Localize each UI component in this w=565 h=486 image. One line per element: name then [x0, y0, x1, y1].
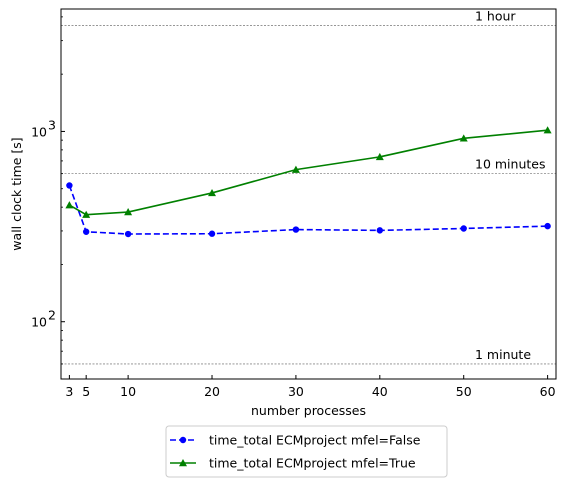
- data-point: [544, 222, 551, 230]
- reference-label: 1 hour: [475, 9, 516, 24]
- x-tick-label: 5: [82, 384, 90, 399]
- data-point: [460, 225, 467, 232]
- series-2: [65, 126, 552, 218]
- x-tick-label: 20: [204, 384, 220, 399]
- x-tick-label: 50: [456, 384, 472, 399]
- x-tick-label: 10: [120, 384, 136, 399]
- y-tick-label-exponent: 3: [48, 117, 56, 132]
- reference-lines: 1 hour 10 minutes 1 minute: [61, 9, 556, 365]
- x-tick-label: 40: [372, 384, 388, 399]
- series-layer: [65, 126, 552, 238]
- y-tick-label-base: 10: [31, 315, 47, 330]
- legend-entry: time_total ECMproject mfel=True: [170, 456, 416, 471]
- legend-marker: [179, 459, 187, 467]
- data-point: [66, 182, 73, 189]
- data-point: [459, 134, 468, 142]
- legend-marker: [179, 436, 187, 444]
- legend-label: time_total ECMproject mfel=True: [209, 456, 416, 471]
- data-point: [543, 126, 552, 134]
- data-point: [375, 152, 384, 161]
- reference-label: 10 minutes: [475, 157, 545, 172]
- data-point: [292, 226, 300, 233]
- series-line: [68, 185, 548, 235]
- data-point: [65, 201, 74, 209]
- series-line: [68, 129, 548, 216]
- series-1: [66, 182, 551, 238]
- data-point: [208, 230, 216, 237]
- legend: time_total ECMproject mfel=False time_tot…: [165, 425, 448, 478]
- x-tick-label: 60: [540, 384, 556, 399]
- data-point: [82, 228, 90, 235]
- y-axis-label: wall clock time [s]: [9, 137, 24, 250]
- x-tick-label: 30: [288, 384, 304, 399]
- data-point: [124, 208, 133, 216]
- data-point: [82, 210, 91, 218]
- data-point: [208, 188, 217, 197]
- data-point: [124, 230, 132, 238]
- data-point: [291, 165, 300, 173]
- legend-entry: time_total ECMproject mfel=False: [170, 433, 421, 448]
- legend-box: [165, 425, 448, 478]
- data-point: [376, 227, 384, 234]
- reference-label: 1 minute: [475, 347, 531, 362]
- x-axis-label: number processes: [251, 403, 366, 418]
- x-tick-label: 3: [65, 384, 73, 399]
- y-tick-label-base: 10: [31, 124, 47, 139]
- x-axis-ticks: 3 5 10 20 30 40 50 60: [65, 375, 556, 399]
- y-tick-label-exponent: 2: [48, 308, 56, 323]
- plot-frame: [60, 8, 557, 380]
- legend-label: time_total ECMproject mfel=False: [209, 433, 421, 448]
